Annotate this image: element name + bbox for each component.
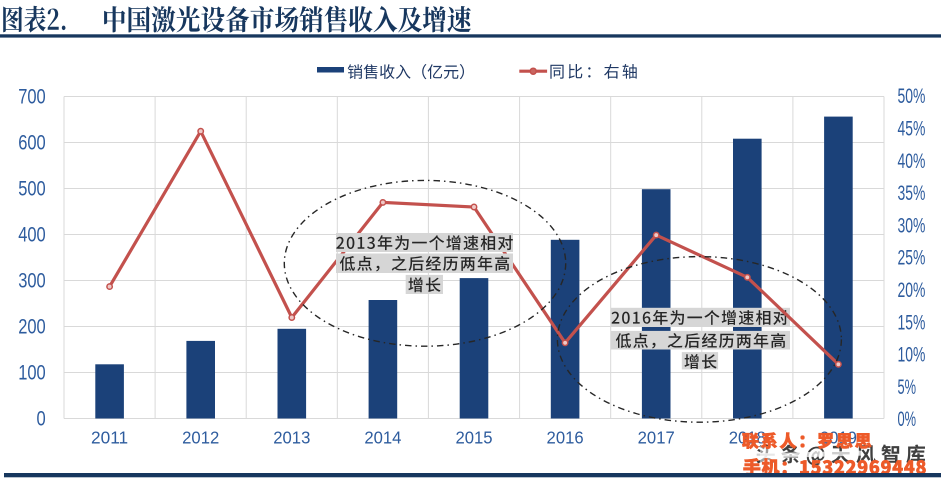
- svg-text:20%: 20%: [898, 279, 926, 302]
- svg-text:2013: 2013: [273, 428, 310, 448]
- svg-text:2011: 2011: [91, 428, 128, 448]
- svg-text:2012: 2012: [182, 428, 219, 448]
- svg-text:2016: 2016: [547, 428, 584, 448]
- svg-text:5%: 5%: [898, 376, 917, 399]
- svg-text:2015: 2015: [455, 428, 492, 448]
- svg-text:700: 700: [18, 86, 46, 109]
- svg-text:40%: 40%: [898, 150, 926, 173]
- svg-text:45%: 45%: [898, 118, 926, 141]
- svg-text:10%: 10%: [898, 344, 926, 367]
- svg-text:35%: 35%: [898, 182, 926, 205]
- svg-text:15%: 15%: [898, 311, 926, 334]
- svg-text:0%: 0%: [898, 408, 917, 431]
- svg-text:2014: 2014: [364, 428, 401, 448]
- svg-text:30%: 30%: [898, 214, 926, 237]
- svg-text:2017: 2017: [638, 428, 675, 448]
- svg-text:500: 500: [18, 178, 46, 201]
- svg-text:50%: 50%: [898, 85, 926, 108]
- svg-text:600: 600: [18, 132, 46, 155]
- svg-text:0: 0: [37, 408, 46, 431]
- svg-text:400: 400: [18, 224, 46, 247]
- svg-text:300: 300: [18, 270, 46, 293]
- svg-text:200: 200: [18, 316, 46, 339]
- svg-text:100: 100: [18, 362, 46, 385]
- svg-text:25%: 25%: [898, 247, 926, 270]
